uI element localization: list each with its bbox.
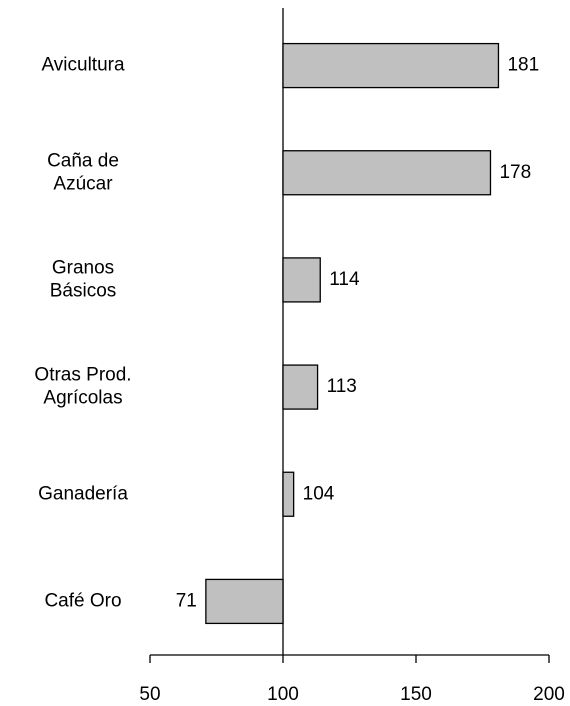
bar — [205, 578, 284, 625]
x-tick-label: 50 — [139, 684, 160, 705]
value-label: 71 — [176, 590, 197, 611]
y-tick-label: Granos Básicos — [50, 257, 117, 301]
bar — [282, 364, 319, 410]
bar — [282, 471, 295, 517]
y-tick-label: Café Oro — [44, 590, 121, 611]
value-label: 114 — [329, 269, 360, 290]
y-tick-label: Avicultura — [41, 55, 125, 76]
bar — [282, 42, 500, 89]
y-tick-label: Ganadería — [38, 483, 128, 504]
x-tick-label: 200 — [533, 684, 565, 705]
x-tick-label: 100 — [267, 684, 299, 705]
value-label: 181 — [507, 55, 539, 76]
y-tick-label: Otras Prod. Agrícolas — [34, 365, 131, 409]
bar — [282, 150, 492, 196]
bar — [282, 257, 321, 303]
x-tick-label: 150 — [400, 684, 432, 705]
value-label: 113 — [327, 376, 357, 397]
y-tick-label: Caña de Azúcar — [47, 150, 119, 194]
value-label: 178 — [499, 162, 531, 183]
value-label: 104 — [303, 483, 335, 504]
